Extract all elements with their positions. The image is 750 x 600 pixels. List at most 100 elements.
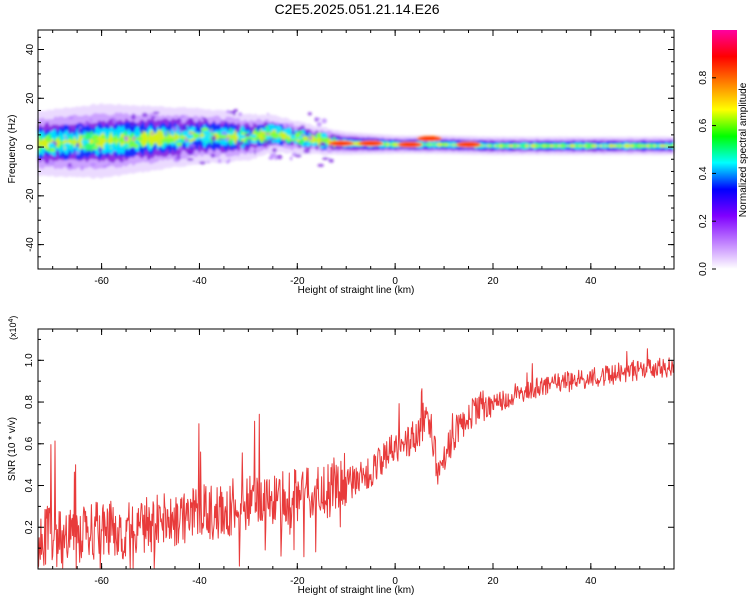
speckle [261,145,264,152]
spectrogram-y-ticks: -40 -20 0 20 40 [25,36,674,258]
snr-panel: -60 -40 -20 0 20 40 0.2 0.4 0.6 0.8 1.0 Height of… [7,316,675,596]
blob [103,143,109,149]
blob [92,146,99,150]
speckle [39,126,43,129]
speckle [78,157,82,160]
blob [63,142,71,148]
y-tick-label: 0.6 [24,436,35,450]
speckle [150,116,156,119]
speckle [124,137,128,141]
colorbar: 0.0 0.2 0.4 0.6 0.8 Normalized spectral ampl… [698,30,749,276]
blob [112,136,118,141]
snr-y-ticks: 0.2 0.4 0.6 0.8 1.0 [24,338,674,549]
speckle [48,161,55,165]
snr-y-axis-label: SNR (10 * v/v) [7,417,18,481]
speckle [247,139,251,143]
speckle [210,153,216,158]
colorbar-label: Normalized spectral amplitude [738,82,749,217]
speckle [141,112,148,118]
blob [251,134,257,138]
y-tick-label: 0 [25,144,36,150]
spectral-peak [397,141,423,148]
y-tick-label: 20 [25,92,36,104]
speckle [300,125,305,130]
speckle [233,108,238,113]
colorbar-tick-label: 0.8 [698,70,709,84]
blob [80,146,86,149]
speckle [228,158,231,163]
speckle [202,117,207,121]
speckle [265,132,271,136]
speckle [119,157,125,163]
blob [305,141,311,147]
blob [203,130,211,135]
speckle [146,156,151,160]
blob [166,138,175,144]
speckle [285,123,289,128]
blob [126,130,132,135]
speckle [239,140,244,146]
speckle [218,158,222,164]
blob [311,142,316,147]
speckle [242,123,246,126]
speckle [322,157,329,161]
speckle [178,145,183,150]
blob [122,144,130,148]
y-tick-label: 0.2 [24,520,35,534]
speckle [303,148,311,154]
speckle [107,154,111,158]
blob [266,135,270,140]
speckle [252,123,256,126]
speckle [192,152,195,155]
x-tick-label: -40 [192,576,207,587]
x-tick-label: -20 [290,576,305,587]
speckle [168,131,172,135]
speckle [235,125,239,132]
blob [132,141,136,144]
band-layer [38,127,674,152]
y-tick-label: 40 [25,44,36,56]
blob [176,142,183,147]
speckle [129,121,136,126]
speckle [321,118,327,124]
x-tick-label: -40 [192,276,207,287]
speckle [171,126,179,132]
blob [60,136,66,141]
blob [50,147,56,153]
x-tick-label: 40 [585,576,597,587]
blob [91,134,100,140]
speckle [89,118,93,124]
speckle [276,154,283,160]
x-tick-label: 20 [487,576,499,587]
colorbar-tick-label: 0.4 [698,166,709,180]
spectrogram-band [38,103,674,179]
blob [250,140,258,144]
speckle [176,118,182,123]
speckle [98,147,103,153]
speckle [140,130,144,134]
speckle [112,119,117,125]
colorbar-ticks: 0.0 0.2 0.4 0.6 0.8 [698,70,716,276]
speckle [67,128,75,134]
blob [190,126,196,132]
speckle [207,161,210,164]
blob [218,134,228,139]
blob [45,137,50,142]
speckle [226,109,231,114]
blob [204,136,211,142]
blob [149,143,154,147]
spectrogram-x-axis-label: Height of straight line (km) [298,285,415,296]
colorbar-tick-label: 0.0 [698,262,709,276]
blob [270,132,279,138]
speckle [78,125,82,129]
spectral-peak [456,141,481,148]
speckle [272,147,277,153]
snr-x-ticks: -60 -40 -20 0 20 40 [52,329,665,587]
blob [226,131,234,135]
x-tick-label: 0 [392,576,398,587]
blob [135,137,144,141]
y-tick-label: -40 [25,237,36,252]
spectral-peak [328,140,354,147]
blob [259,139,264,143]
x-tick-label: 20 [487,276,499,287]
